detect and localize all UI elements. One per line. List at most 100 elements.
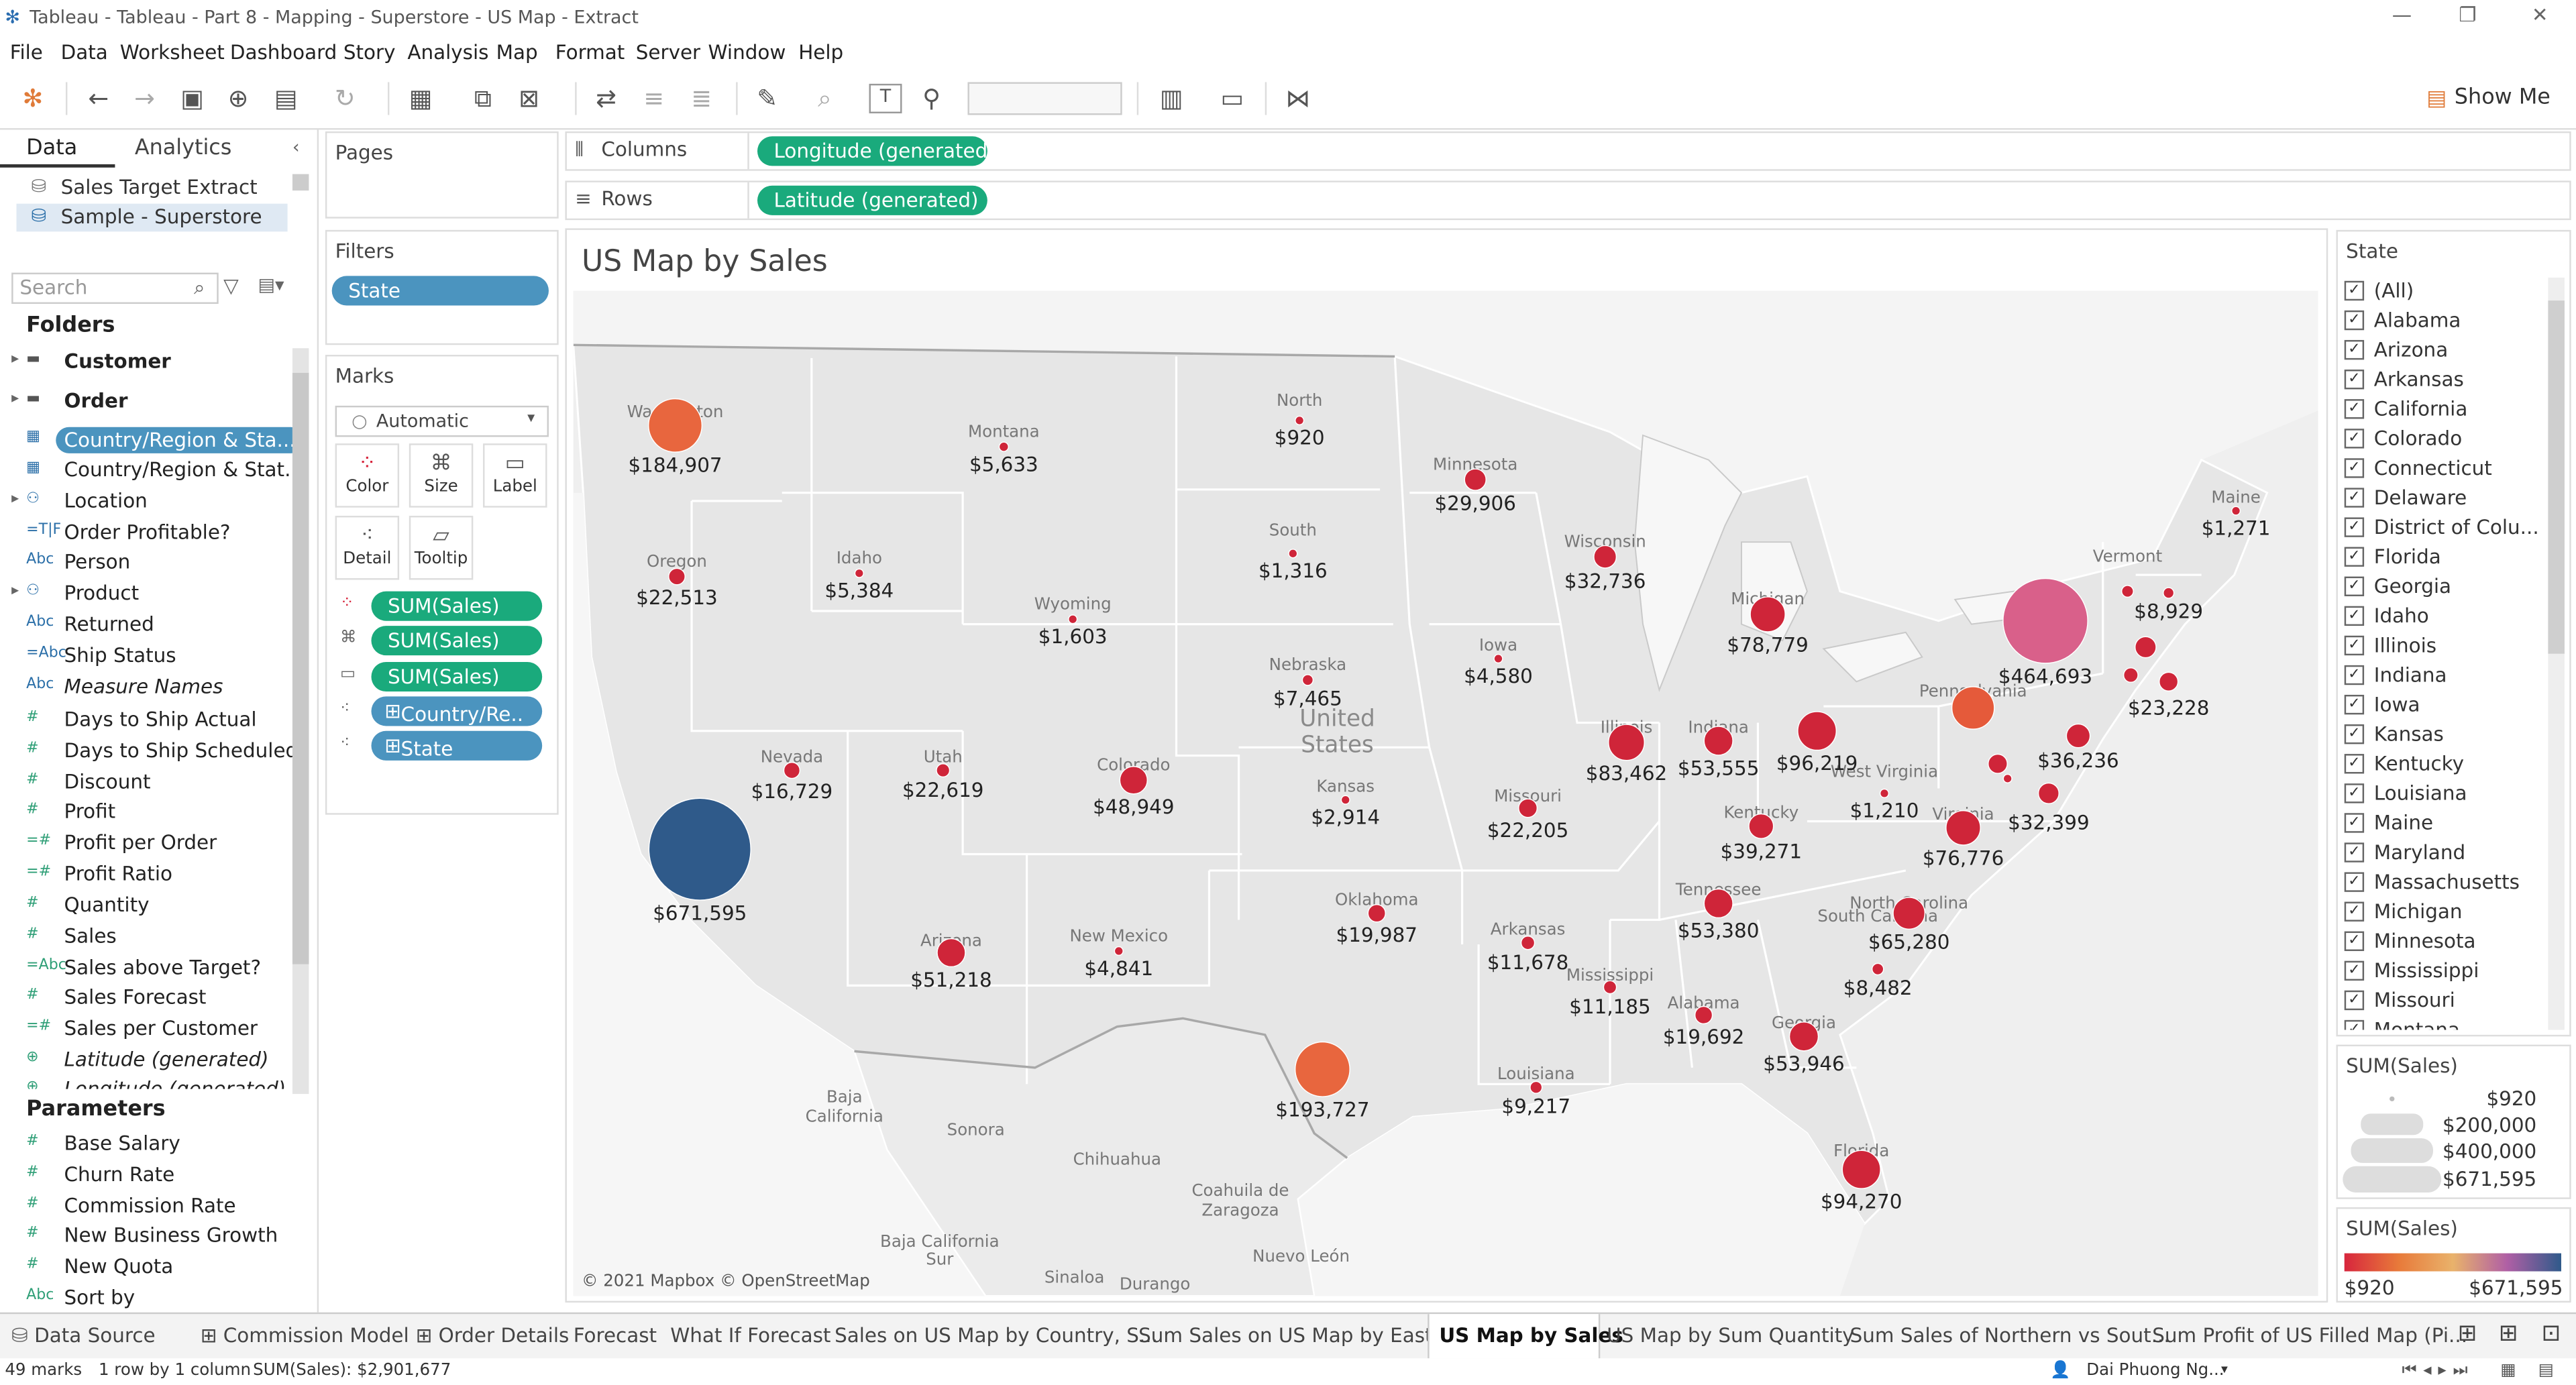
param-commission-rate[interactable]: # Commission Rate (26, 1194, 236, 1217)
tab-data[interactable]: Data (26, 136, 78, 162)
field-returned[interactable]: Abc Returned (26, 612, 154, 636)
sales-mark[interactable] (1520, 935, 1536, 950)
state-filter-item[interactable]: ✓ Kansas (2344, 721, 2548, 749)
menu-file[interactable]: File (9, 41, 43, 64)
swap-rows-columns-icon[interactable]: ⇄ (596, 83, 617, 113)
sales-mark[interactable] (854, 568, 864, 578)
param-new-business-growth[interactable]: # New Business Growth (26, 1223, 278, 1247)
marks-label-button[interactable]: ▭ Label (483, 443, 547, 508)
rows-shelf[interactable]: ≡ Rows Latitude (generated) (565, 180, 2571, 221)
checkbox-checked-icon[interactable]: ✓ (2344, 901, 2365, 922)
field-hierarchy-selected[interactable]: ▦ Country/Region & Sta... (0, 425, 304, 455)
checkbox-checked-icon[interactable]: ✓ (2344, 488, 2365, 508)
menu-window[interactable]: Window (708, 41, 786, 64)
menu-dashboard[interactable]: Dashboard (229, 41, 337, 64)
fields-scrollbar[interactable] (292, 372, 309, 964)
state-filter-item[interactable]: ✓ Idaho (2344, 603, 2548, 631)
sales-mark[interactable] (1119, 766, 1148, 795)
state-filter-item[interactable]: ✓ Maine (2344, 810, 2548, 838)
checkbox-checked-icon[interactable]: ✓ (2344, 842, 2365, 863)
menu-data[interactable]: Data (60, 41, 108, 64)
new-story-tab-icon[interactable]: ⊡ (2541, 1320, 2561, 1347)
marks-size-button[interactable]: ⌘ Size (409, 443, 474, 508)
param-new-quota[interactable]: # New Quota (26, 1255, 174, 1278)
state-filter-item[interactable]: ✓ Connecticut (2344, 455, 2548, 483)
sales-mark[interactable] (1340, 795, 1350, 805)
user-dropdown-icon[interactable]: ▾ (2221, 1362, 2228, 1377)
field-latitude-generated[interactable]: ⊕ Latitude (generated) (26, 1048, 269, 1071)
sales-mark[interactable] (1068, 614, 1078, 624)
sales-mark[interactable] (1114, 946, 1124, 956)
sheet-tab-us-map-quantity[interactable]: US Map by Sum Quantity (1607, 1323, 1854, 1347)
sales-mark[interactable] (1493, 653, 1503, 664)
sales-mark[interactable] (2065, 723, 2091, 749)
share-icon[interactable]: ⋈ (1285, 83, 1311, 113)
checkbox-checked-icon[interactable]: ✓ (2344, 370, 2365, 390)
new-dashboard-tab-icon[interactable]: ⊞ (2498, 1320, 2518, 1347)
marks-tooltip-button[interactable]: ▱ Tooltip (409, 515, 474, 580)
checkbox-checked-icon[interactable]: ✓ (2344, 429, 2365, 449)
state-filter-item[interactable]: ✓ Montana (2344, 1017, 2548, 1030)
state-filter-item[interactable]: ✓ Alabama (2344, 307, 2548, 335)
sheet-tab-us-map-by-sales[interactable]: US Map by Sales (1439, 1323, 1623, 1347)
sales-mark[interactable] (1892, 897, 1926, 930)
field-quantity[interactable]: # Quantity (26, 893, 150, 917)
pages-shelf[interactable]: Pages (325, 131, 559, 219)
state-filter-item[interactable]: ✓ California (2344, 396, 2548, 424)
sheet-tab-what-if-forecast[interactable]: What If Forecast (670, 1323, 831, 1347)
field-days-to-ship-actual[interactable]: # Days to Ship Actual (26, 708, 257, 731)
redo-icon[interactable]: → (134, 83, 155, 113)
rows-pill-latitude[interactable]: Latitude (generated) (757, 185, 987, 215)
show-filmstrip-icon[interactable]: ▤ (2538, 1362, 2554, 1380)
sales-mark[interactable] (1694, 1005, 1713, 1025)
sheet-tab-forecast[interactable]: Forecast (573, 1323, 657, 1347)
checkbox-checked-icon[interactable]: ✓ (2344, 990, 2365, 1011)
sales-mark[interactable] (2037, 782, 2059, 804)
data-source-item[interactable]: ⛁ Sales Target Extract (31, 176, 258, 199)
new-data-source-icon[interactable]: ⊕ (227, 83, 249, 113)
checkbox-checked-icon[interactable]: ✓ (2344, 310, 2365, 331)
sales-mark[interactable] (2002, 577, 2088, 664)
checkbox-checked-icon[interactable]: ✓ (2344, 399, 2365, 419)
field-profit[interactable]: # Profit (26, 799, 116, 823)
close-icon[interactable]: ✕ (2531, 3, 2548, 27)
state-filter-item[interactable]: ✓ Iowa (2344, 691, 2548, 720)
state-filter-item[interactable]: ✓ Michigan (2344, 899, 2548, 927)
marks-row-size[interactable]: ⌘ SUM(Sales) (335, 626, 549, 656)
tab-analytics[interactable]: Analytics (134, 136, 232, 162)
sales-mark[interactable] (1367, 903, 1386, 923)
sales-mark[interactable] (1301, 674, 1314, 686)
sheet-tab-profit-filled-map[interactable]: Sum Profit of US Filled Map (Pi... (2152, 1323, 2468, 1347)
tableau-home-icon[interactable]: ✻ (22, 83, 44, 113)
sales-mark[interactable] (1518, 798, 1538, 818)
pause-updates-icon[interactable]: ▤ (274, 83, 298, 113)
param-churn-rate[interactable]: # Churn Rate (26, 1162, 175, 1186)
sales-mark[interactable] (998, 441, 1009, 452)
sales-mark[interactable] (1295, 415, 1305, 426)
checkbox-checked-icon[interactable]: ✓ (2344, 576, 2365, 596)
field-sales-above-target[interactable]: =Abc Sales above Target? (26, 956, 262, 979)
state-filter-item[interactable]: ✓ Kentucky (2344, 751, 2548, 779)
checkbox-checked-icon[interactable]: ✓ (2344, 339, 2365, 360)
menu-format[interactable]: Format (555, 41, 625, 64)
undo-icon[interactable]: ← (88, 83, 109, 113)
field-profit-per-order[interactable]: =# Profit per Order (26, 831, 217, 854)
state-filter-item[interactable]: ✓ (All) (2344, 278, 2548, 306)
sales-mark[interactable] (1987, 753, 2008, 774)
state-filter-item[interactable]: ✓ Massachusetts (2344, 869, 2548, 897)
sales-mark[interactable] (783, 761, 801, 779)
search-input[interactable]: Search ⌕ (11, 272, 219, 304)
save-icon[interactable]: ▣ (180, 83, 204, 113)
field-days-to-ship-scheduled[interactable]: # Days to Ship Scheduled (26, 739, 299, 763)
sales-mark[interactable] (2123, 667, 2139, 683)
show-me-button[interactable]: Show Me (2454, 85, 2551, 111)
checkbox-checked-icon[interactable]: ✓ (2344, 517, 2365, 537)
sales-mark[interactable] (1529, 1081, 1543, 1094)
state-filter-item[interactable]: ✓ Delaware (2344, 484, 2548, 512)
sales-mark[interactable] (2163, 587, 2175, 599)
state-filter-item[interactable]: ✓ Missouri (2344, 987, 2548, 1015)
menu-analysis[interactable]: Analysis (407, 41, 489, 64)
checkbox-checked-icon[interactable]: ✓ (2344, 754, 2365, 774)
sheet-tab-order-details[interactable]: ⊞ Order Details (415, 1323, 570, 1347)
show-mark-labels-icon[interactable]: T (869, 83, 902, 113)
